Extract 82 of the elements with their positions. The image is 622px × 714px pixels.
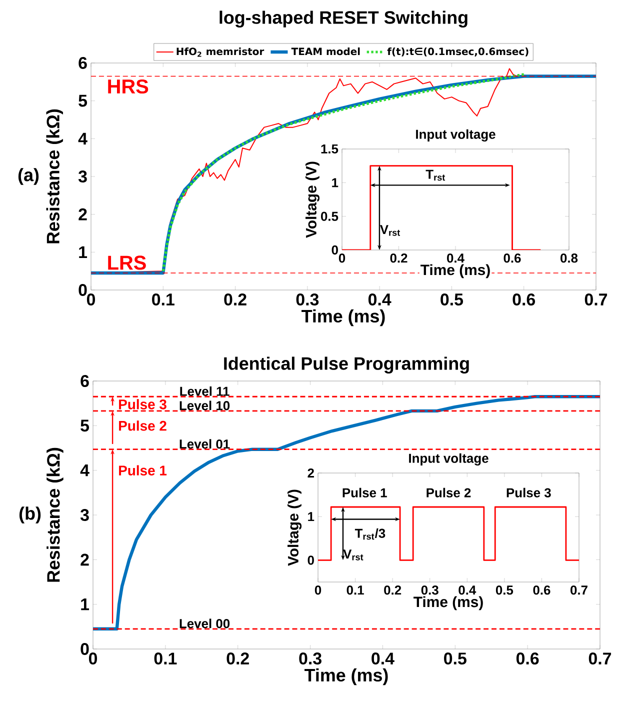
y-tick-label: 1.5: [321, 144, 338, 154]
annotation: Pulse 2: [119, 420, 166, 431]
y-tick-label: 4: [80, 464, 90, 476]
y-axis-title: Voltage (V): [288, 490, 302, 566]
x-tick-label: 0.2: [226, 652, 249, 665]
annotation: V$_{rst}$: [343, 550, 364, 560]
x-tick-label: 0: [314, 586, 322, 595]
chart-title: log-shaped RESET Switching: [220, 10, 468, 28]
x-tick-label: 0.6: [504, 254, 521, 263]
chart-title: Identical Pulse Programming: [224, 356, 469, 374]
x-tick-label: 0.6: [512, 294, 536, 306]
y-tick-label: 3: [80, 508, 89, 522]
y-tick-label: 1: [79, 246, 88, 258]
ref-line-label: LRS: [108, 256, 146, 270]
y-tick-label: 6: [78, 57, 87, 69]
y-tick-label: 0: [308, 556, 314, 565]
annotation: Pulse 3: [119, 399, 166, 410]
y-tick-label: 5: [78, 94, 88, 107]
y-tick-label: 1: [308, 512, 314, 522]
legend-label: TEAM model: [291, 47, 360, 56]
y-tick-label: 2: [80, 554, 89, 566]
x-axis-title: Time (ms): [304, 668, 388, 686]
ref-line-label: Level 11: [180, 386, 230, 396]
x-axis-title: Time (ms): [414, 596, 483, 610]
ref-line-label: HRS: [108, 79, 148, 94]
x-tick-label: 0.7: [570, 586, 588, 595]
annotation: T$_{rst}$/3: [354, 528, 386, 540]
legend-label: HfO$_{2}$ memristor: [176, 47, 264, 57]
x-axis-title: Time (ms): [420, 264, 490, 278]
x-tick-label: 0.7: [584, 294, 608, 306]
y-tick-label: 2: [308, 468, 314, 478]
x-tick-label: 0.3: [296, 294, 319, 306]
annotation: Pulse 2: [426, 488, 471, 498]
ref-line-label: Level 00: [180, 618, 230, 628]
x-axis-title: Time (ms): [302, 309, 385, 326]
annotation: Pulse 3: [506, 488, 551, 498]
annotation: Pulse 1: [119, 465, 167, 476]
x-tick-label: 0.3: [421, 586, 438, 595]
y-tick-label: 6: [80, 375, 89, 388]
chart-title: Input voltage: [416, 129, 496, 142]
x-tick-label: 0.2: [390, 254, 408, 263]
annotation: T$_{rst}$: [426, 170, 446, 181]
y-axis-title: Voltage (V): [305, 162, 320, 238]
x-tick-label: 0.2: [384, 586, 402, 595]
x-tick-label: 0.4: [368, 294, 392, 306]
x-tick-label: 0.3: [299, 652, 322, 665]
x-tick-label: 0.1: [346, 586, 364, 595]
y-axis-title: Resistance (kΩ): [46, 109, 63, 244]
y-tick-label: 0.5: [320, 212, 338, 221]
ref-line-label: Level 10: [180, 400, 230, 410]
x-tick-label: 0.6: [533, 586, 550, 595]
x-tick-label: 0.4: [458, 586, 476, 595]
y-tick-label: 1: [332, 178, 338, 188]
x-tick-label: 0.8: [560, 254, 578, 263]
x-tick-label: 0.5: [444, 652, 466, 665]
y-tick-label: 1: [81, 598, 90, 610]
x-tick-label: 0.1: [154, 652, 177, 665]
y-tick-label: 2: [78, 208, 87, 220]
x-tick-label: 0.2: [224, 294, 246, 306]
y-axis-title: Resistance (kΩ): [46, 448, 64, 582]
x-tick-label: 0.4: [372, 652, 394, 665]
y-tick-label: 0: [332, 245, 338, 255]
text: (a): [18, 168, 39, 185]
annotation: V$_{rst}$: [380, 225, 400, 236]
y-tick-label: 0: [78, 284, 87, 296]
y-tick-label: 3: [78, 170, 87, 182]
x-tick-label: 0: [338, 254, 346, 263]
x-tick-label: 0.5: [440, 294, 464, 306]
x-tick-label: 0.5: [496, 586, 514, 595]
chart-title: Input voltage: [409, 453, 488, 466]
x-tick-label: 0.4: [447, 254, 464, 263]
x-tick-label: 0.7: [588, 652, 612, 665]
annotation: Pulse 1: [342, 488, 387, 498]
ref-line-label: Level 01: [180, 439, 230, 449]
y-tick-label: 4: [78, 132, 88, 144]
x-tick-label: 0: [88, 652, 98, 665]
text: (b): [19, 506, 41, 524]
x-tick-label: 0.6: [516, 652, 539, 665]
x-tick-label: 0.1: [152, 294, 174, 306]
legend-label: f(t):t∈(0.1msec,0.6msec): [387, 47, 528, 56]
y-tick-label: 0: [80, 643, 89, 655]
y-tick-label: 5: [80, 420, 90, 432]
